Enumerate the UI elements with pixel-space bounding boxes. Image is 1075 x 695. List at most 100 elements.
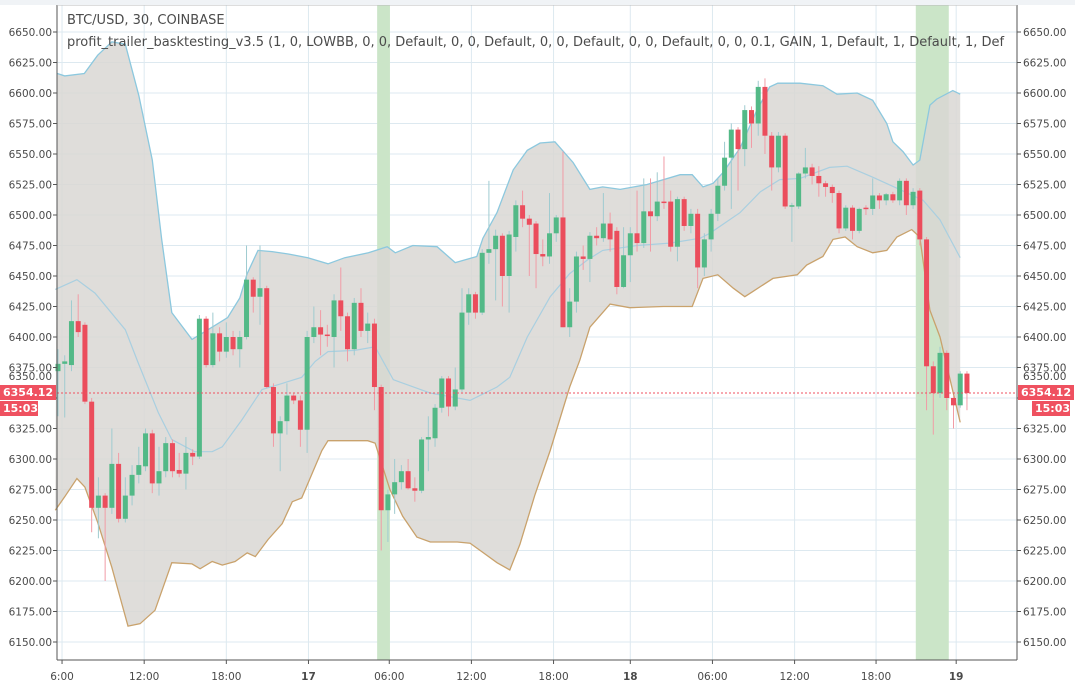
candle-down[interactable] (540, 239, 546, 267)
candle-down[interactable] (863, 205, 869, 215)
candle-up[interactable] (674, 196, 680, 262)
candle-down[interactable] (614, 227, 620, 295)
candle-down[interactable] (917, 188, 923, 246)
candle-down[interactable] (250, 277, 256, 313)
candle-up[interactable] (109, 428, 115, 514)
candle-down[interactable] (668, 190, 674, 252)
candle-down[interactable] (648, 178, 654, 252)
candle-down[interactable] (371, 318, 377, 411)
candle-up[interactable] (385, 489, 391, 542)
candle-down[interactable] (876, 193, 882, 209)
candle-down[interactable] (607, 212, 613, 252)
candle-up[interactable] (910, 188, 916, 209)
candle-up[interactable] (452, 367, 458, 411)
candle-down[interactable] (291, 393, 297, 405)
candle-up[interactable] (419, 437, 425, 494)
candle-up[interactable] (897, 178, 903, 206)
candle-up[interactable] (398, 465, 404, 490)
candle-down[interactable] (203, 316, 209, 368)
candle-down[interactable] (661, 156, 667, 209)
candle-down[interactable] (472, 291, 478, 319)
candle-up[interactable] (493, 229, 499, 301)
candle-down[interactable] (520, 190, 526, 228)
candle-down[interactable] (405, 459, 411, 490)
candle-down[interactable] (358, 288, 364, 337)
candle-up[interactable] (957, 371, 963, 408)
candle-down[interactable] (176, 452, 182, 478)
candle-up[interactable] (802, 147, 808, 179)
candle-up[interactable] (284, 383, 290, 435)
candle-up[interactable] (621, 227, 627, 289)
candle-down[interactable] (634, 190, 640, 252)
candle-up[interactable] (466, 288, 472, 325)
candle-down[interactable] (735, 127, 741, 191)
candle-up[interactable] (587, 232, 593, 283)
candle-down[interactable] (82, 322, 88, 405)
candle-up[interactable] (196, 315, 202, 459)
candle-up[interactable] (244, 245, 250, 340)
candle-down[interactable] (412, 477, 418, 502)
candle-up[interactable] (870, 178, 876, 215)
candle-down[interactable] (149, 429, 155, 494)
candle-up[interactable] (796, 172, 802, 209)
candle-up[interactable] (600, 193, 606, 242)
indicator-title[interactable]: profit_trailer_basktesting_v3.5 (1, 0, L… (67, 35, 1005, 50)
candle-up[interactable] (553, 215, 559, 242)
candle-up[interactable] (506, 230, 512, 313)
candle-up[interactable] (937, 346, 943, 398)
candle-up[interactable] (688, 208, 694, 234)
candle-up[interactable] (156, 446, 162, 496)
candle-down[interactable] (116, 452, 122, 523)
candle-up[interactable] (136, 446, 142, 484)
candle-up[interactable] (237, 330, 243, 368)
candle-up[interactable] (775, 132, 781, 173)
candle-down[interactable] (378, 384, 384, 551)
candle-up[interactable] (183, 437, 189, 490)
candle-up[interactable] (351, 297, 357, 356)
candle-up[interactable] (55, 349, 61, 417)
candle-down[interactable] (748, 106, 754, 148)
candle-down[interactable] (903, 178, 909, 215)
candle-up[interactable] (122, 477, 128, 523)
candle-down[interactable] (230, 330, 236, 356)
candle-down[interactable] (849, 205, 855, 240)
candle-up[interactable] (223, 322, 229, 358)
candle-up[interactable] (459, 288, 465, 392)
candle-up[interactable] (62, 355, 68, 418)
candle-up[interactable] (257, 245, 263, 325)
candle-down[interactable] (89, 398, 95, 533)
candle-up[interactable] (883, 193, 889, 206)
candle-up[interactable] (365, 312, 371, 344)
candle-up[interactable] (856, 207, 862, 234)
candle-down[interactable] (580, 245, 586, 270)
candle-down[interactable] (324, 324, 330, 347)
candle-up[interactable] (479, 249, 485, 316)
candle-up[interactable] (392, 459, 398, 514)
candle-up[interactable] (129, 465, 135, 506)
candle-up[interactable] (425, 416, 431, 472)
candle-down[interactable] (190, 449, 196, 466)
candle-up[interactable] (742, 105, 748, 167)
candle-up[interactable] (432, 404, 438, 447)
candle-up[interactable] (210, 312, 216, 368)
candle-up[interactable] (567, 288, 573, 337)
candle-up[interactable] (843, 205, 849, 231)
candle-down[interactable] (499, 233, 505, 307)
candle-down[interactable] (816, 166, 822, 197)
candle-up[interactable] (304, 330, 310, 453)
candle-up[interactable] (728, 123, 734, 209)
candle-down[interactable] (924, 236, 930, 411)
candle-down[interactable] (823, 180, 829, 197)
candle-down[interactable] (762, 78, 768, 154)
candle-up[interactable] (715, 178, 721, 222)
candle-down[interactable] (964, 371, 970, 411)
candle-up[interactable] (311, 306, 317, 344)
candle-down[interactable] (75, 294, 81, 337)
candle-down[interactable] (890, 191, 896, 203)
candle-up[interactable] (513, 200, 519, 252)
candle-down[interactable] (217, 327, 223, 362)
candle-up[interactable] (722, 141, 728, 191)
candle-down[interactable] (264, 285, 270, 389)
candle-up[interactable] (755, 80, 761, 136)
